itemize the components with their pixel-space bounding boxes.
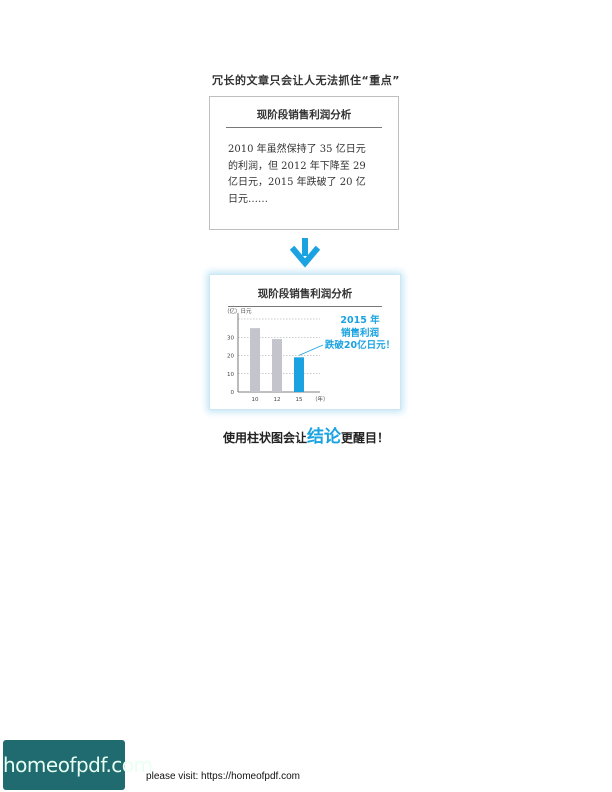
card-title: 现阶段销售利润分析: [256, 109, 352, 121]
body-line: 2010 年虽然保持了 35 亿日元: [228, 144, 366, 155]
caption-accent: 结论: [307, 427, 341, 447]
card-title: 现阶段销售利润分析: [257, 288, 353, 300]
chart-callout: 2015 年 销售利润 跌破20亿日元！: [320, 315, 400, 353]
bottom-caption: 使用柱状图会让结论更醒目！: [0, 422, 612, 447]
site-logo[interactable]: homeofpdf.com: [3, 740, 153, 790]
text-card: 现阶段销售利润分析 2010 年虽然保持了 35 亿日元 的利润，但 2012 …: [209, 96, 399, 230]
x-tick-label: 10: [252, 397, 259, 403]
body-text: 2010 年虽然保持了 35 亿日元 的利润，但 2012 年下降至 29 亿日…: [228, 142, 382, 208]
y-tick-label: 0: [231, 390, 235, 396]
top-caption: 冗长的文章只会让人无法抓住“重点”: [212, 74, 400, 87]
y-tick-label: 10: [227, 372, 234, 378]
bar-chart: （亿）日元 0 10 20 30 10 12 15 （年）: [224, 307, 329, 403]
body-line: 亿日元，2015 年跌破了 20 亿: [228, 177, 366, 188]
chart-card: 现阶段销售利润分析 （亿）日元 0 10 20 30 10 12 15 （年） 2015 年 销…: [209, 274, 401, 410]
caption-text: 更醒目！: [341, 431, 390, 445]
footer-text: please visit: https://homeofpdf.com: [146, 771, 300, 782]
arrow-down-icon: [290, 238, 320, 268]
callout-line: 2015 年: [340, 315, 380, 326]
title-divider: [228, 306, 382, 307]
caption-text: 使用柱状图会让: [222, 431, 307, 445]
callout-line: 销售利润: [340, 327, 379, 339]
bar: [250, 328, 260, 392]
body-line: 日元……: [228, 193, 268, 205]
x-axis-label: （年）: [312, 395, 329, 403]
y-tick-label: 20: [227, 354, 234, 360]
callout-leader: [298, 344, 324, 356]
bar: [272, 339, 282, 392]
body-line: 的利润，但 2012 年下降至 29: [228, 160, 366, 172]
footer: please visit: https://homeofpdf.com home…: [0, 740, 612, 792]
callout-line: 跌破20亿日元！: [324, 340, 396, 351]
y-axis-label: （亿）日元: [224, 307, 252, 315]
bar: [294, 357, 304, 392]
y-tick-label: 30: [227, 335, 234, 341]
title-divider: [226, 127, 382, 128]
x-tick-label: 12: [274, 397, 281, 403]
x-tick-label: 15: [296, 397, 303, 403]
